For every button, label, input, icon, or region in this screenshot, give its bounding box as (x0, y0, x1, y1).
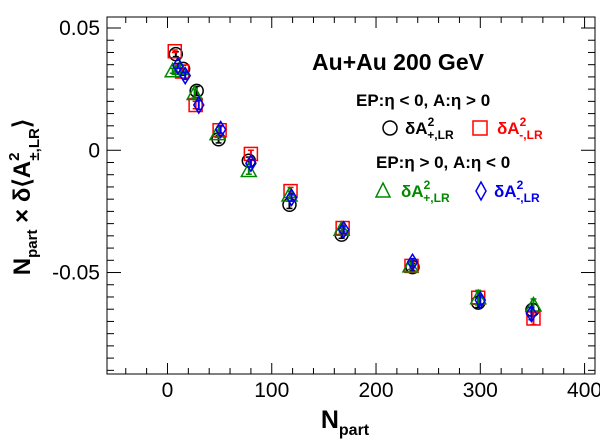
data-point-diamond (245, 153, 257, 173)
x-tick-label: 400 (567, 379, 600, 402)
y-axis-title-sub: ±,LR (26, 128, 43, 161)
x-axis-title-sub: part (339, 422, 370, 439)
data-point-diamond (337, 220, 350, 240)
legend-label-3: δA2 +,LR (401, 178, 450, 205)
legend-entry-1: δA2 +,LR (382, 115, 454, 142)
data-point-square (167, 43, 183, 59)
legend-marker-triangle (374, 181, 392, 198)
data-point-diamond (525, 304, 538, 324)
legend-label-4-sub: -,LR (516, 191, 540, 205)
legend-label-2-base: δA (497, 119, 520, 138)
plot-frame (106, 16, 596, 375)
legend-label-1-sub: +,LR (427, 128, 454, 142)
x-tick-label: 300 (463, 379, 498, 402)
legend-label-3-base: δA (401, 182, 424, 201)
data-marks (163, 43, 543, 326)
legend-entry-2: δA2 -,LR (472, 115, 543, 142)
legend-group-2-title: EP:η > 0, A:η < 0 (376, 153, 510, 172)
legend-label-2: δA2 -,LR (497, 115, 543, 142)
data-point-diamond (172, 56, 184, 76)
y-axis-title: Npart × δ⟨A2 ±,LR⟩ (6, 119, 43, 275)
y-tick-label: 0.05 (59, 17, 100, 40)
data-point-diamond (406, 252, 419, 272)
legend-label-1-sup: 2 (428, 115, 435, 129)
legend-marker-square (472, 120, 488, 136)
legend-entry-4: δA2 -,LR (475, 178, 540, 205)
legend: EP:η < 0, A:η > 0 δA2 +,LR δA2 -,LR EP:η >… (356, 91, 543, 205)
y-tick-label: 0 (88, 139, 100, 162)
legend-label-2-sub: -,LR (519, 128, 543, 142)
y-tick-label: -0.05 (52, 262, 100, 285)
data-point-diamond (214, 120, 227, 139)
data-point-diamond (285, 188, 298, 207)
y-axis-title-mid: × δ⟨A (9, 161, 36, 230)
legend-label-3-sup: 2 (424, 178, 431, 192)
legend-label-1-base: δA (405, 119, 428, 138)
data-point-triangle (524, 296, 543, 312)
y-axis-title-post: ⟩ (9, 119, 36, 128)
x-tick-label: 100 (254, 379, 289, 402)
legend-label-4: δA2 -,LR (494, 178, 540, 205)
legend-entry-3: δA2 +,LR (374, 178, 450, 205)
data-point-diamond (192, 95, 205, 115)
x-axis-title-main: N (321, 406, 339, 434)
legend-label-2-sup: 2 (520, 115, 527, 129)
data-point-triangle (185, 84, 204, 101)
x-axis-title: Npart (321, 406, 370, 439)
x-tick-label: 200 (359, 379, 394, 402)
axes: 0 100 200 300 400 -0.05 0 0.05 (52, 17, 600, 402)
legend-label-1: δA2 +,LR (405, 115, 454, 142)
legend-marker-circle (382, 120, 398, 136)
legend-marker-diamond (475, 180, 487, 202)
chart-title: Au+Au 200 GeV (312, 49, 485, 75)
legend-group-1-title: EP:η < 0, A:η > 0 (356, 91, 490, 110)
data-point-square (526, 311, 541, 326)
y-axis-title-sup: 2 (6, 153, 23, 161)
data-point-triangle (163, 61, 182, 78)
y-axis-title-pre-sub: part (24, 230, 41, 258)
data-point-diamond (474, 290, 487, 310)
data-point-square (283, 183, 298, 199)
legend-label-4-base: δA (494, 182, 517, 201)
x-tick-label: 0 (162, 379, 174, 402)
legend-label-4-sup: 2 (517, 178, 524, 192)
y-axis-title-pre: N (9, 258, 36, 275)
data-point-diamond (179, 66, 192, 86)
legend-label-3-sub: +,LR (423, 191, 450, 205)
